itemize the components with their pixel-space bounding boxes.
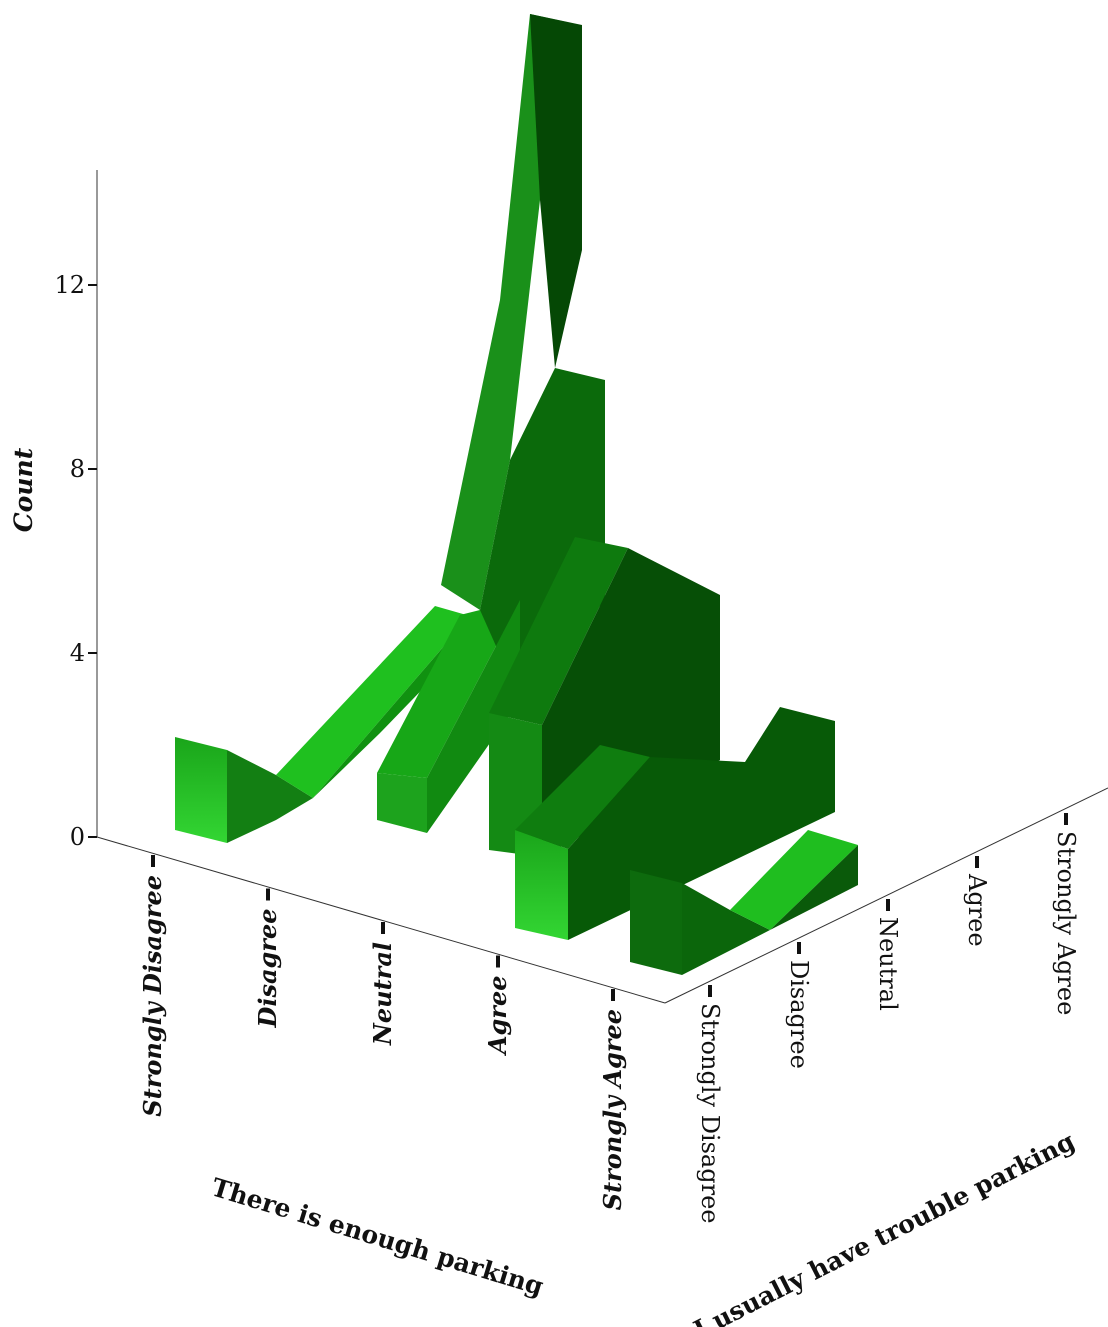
x-ticks: Strongly Disagree Disagree Neutral Agree Str… [138, 855, 627, 1210]
ribbon-right-top [515, 745, 650, 849]
ribbon-side-1 [227, 750, 313, 843]
ribbon-small-front [630, 870, 682, 975]
x-tick-label: Agree [483, 976, 512, 1057]
axes [96, 170, 1108, 1004]
x-tick-label: Strongly Disagree [138, 875, 167, 1117]
x-tick-label: Strongly Agree [598, 1009, 627, 1210]
y-tick-label: 12 [54, 271, 85, 299]
ribbon-side-1b [313, 616, 470, 798]
z-tick-label: Disagree [785, 960, 813, 1069]
z-tick-label: Strongly Disagree [696, 1003, 724, 1223]
ribbon-front-2 [377, 773, 427, 833]
x-axis-line [96, 836, 666, 1004]
ribbons [175, 14, 858, 975]
ribbon-peak-side [530, 14, 582, 368]
ribbon-small-top [730, 830, 858, 930]
y-tick-label: 8 [70, 455, 85, 483]
x-axis-title: There is enough parking [208, 1173, 547, 1302]
ribbon-top-1 [276, 606, 470, 798]
y-axis-title: Count [9, 447, 38, 532]
z-tick-label: Agree [963, 873, 991, 947]
y-tick-label: 4 [70, 639, 85, 667]
z-axis-line [664, 787, 1108, 1004]
ribbon-front-1 [175, 737, 227, 843]
z-tick-label: Neutral [874, 917, 902, 1011]
y-ticks: 0 4 8 12 [54, 271, 97, 851]
z-ticks: Strongly Disagree Disagree Neutral Agree Str… [696, 813, 1080, 1223]
ribbon-block-top [489, 537, 628, 725]
ribbon-top-2 [377, 600, 520, 778]
ribbon-right-front [515, 830, 568, 940]
z-tick-label: Strongly Agree [1052, 831, 1080, 1015]
ribbon-peak-low [427, 600, 520, 833]
x-tick-label: Disagree [253, 909, 282, 1029]
x-tick-label: Neutral [368, 942, 397, 1046]
z-axis-title: I usually have trouble parking [689, 1126, 1079, 1327]
ribbon-small-right [770, 845, 858, 930]
y-tick-label: 0 [70, 823, 85, 851]
ribbon-small-side [682, 883, 770, 975]
